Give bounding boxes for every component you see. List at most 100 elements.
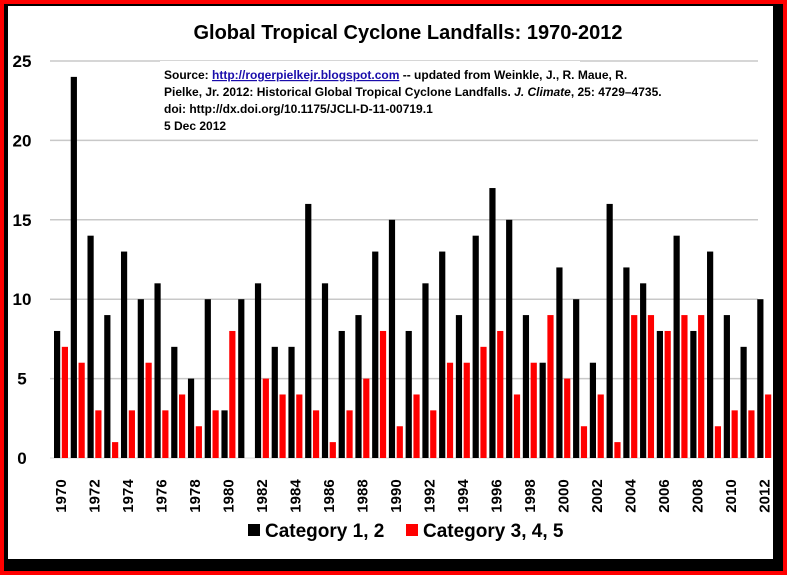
bar-category-3-4-5-1990: [396, 426, 403, 458]
y-tick-label: 25: [13, 52, 32, 71]
bar-category-3-4-5-1978: [195, 426, 202, 458]
x-tick-label: 1978: [187, 479, 204, 512]
x-tick-label: 1998: [522, 479, 539, 512]
bar-category-1-2-2009: [707, 251, 714, 458]
bar-category-3-4-5-1998: [530, 362, 537, 458]
x-tick-label: 1972: [87, 479, 104, 512]
bar-category-3-4-5-1999: [547, 315, 554, 458]
citation-suffix: , 25: 4729–4735.: [571, 85, 662, 99]
x-tick-label: 1992: [422, 479, 439, 512]
citation-prefix: Pielke, Jr. 2012: Historical Global Trop…: [164, 85, 514, 99]
bar-category-3-4-5-1973: [112, 442, 119, 458]
bar-category-1-2-1974: [120, 251, 128, 458]
x-tick-label: 2010: [723, 479, 740, 512]
bar-category-1-2-2004: [623, 267, 630, 458]
bar-category-3-4-5-1984: [296, 394, 303, 458]
source-note: Source: http://rogerpielkejr.blogspot.co…: [160, 61, 662, 136]
x-tick-label: 2012: [756, 479, 773, 512]
x-tick-label: 2004: [623, 479, 640, 513]
x-tick-label: 2000: [556, 479, 573, 512]
source-line-2: Pielke, Jr. 2012: Historical Global Trop…: [164, 85, 662, 99]
x-tick-label: 1974: [120, 479, 137, 513]
bar-category-1-2-1995: [472, 235, 479, 458]
y-tick-label: 10: [13, 290, 32, 309]
bar-category-1-2-1971: [70, 76, 77, 458]
x-tick-label: 2002: [589, 479, 606, 512]
bar-category-1-2-2002: [589, 362, 597, 458]
source-prefix: Source:: [164, 68, 212, 82]
y-tick-label: 15: [13, 211, 32, 230]
bar-category-1-2-2001: [573, 299, 580, 458]
bar-category-3-4-5-2001: [580, 426, 588, 458]
y-tick-label: 5: [17, 370, 26, 389]
bar-category-1-2-2000: [556, 267, 563, 458]
bar-category-1-2-1993: [439, 251, 446, 458]
bar-category-1-2-2003: [606, 203, 613, 458]
bar-category-3-4-5-1991: [413, 394, 420, 458]
bar-category-3-4-5-1977: [179, 394, 186, 458]
bar-category-3-4-5-2002: [597, 394, 604, 458]
bar-category-3-4-5-1974: [128, 410, 135, 458]
bar-category-1-2-1992: [422, 283, 429, 458]
bar-category-3-4-5-2010: [731, 410, 738, 458]
bar-category-1-2-1985: [305, 203, 312, 458]
bar-category-1-2-1975: [137, 299, 144, 458]
source-line-1-suffix: -- updated from Weinkle, J., R. Maue, R.: [399, 68, 627, 82]
legend-label-category-1-2: Category 1, 2: [265, 521, 384, 542]
bar-category-3-4-5-1997: [513, 394, 521, 458]
bar-category-1-2-1986: [321, 283, 329, 458]
bar-category-3-4-5-2004: [631, 315, 638, 458]
bar-category-3-4-5-2011: [748, 410, 755, 458]
source-doi: doi: http://dx.doi.org/10.1175/JCLI-D-11…: [164, 102, 433, 116]
x-tick-label: 1970: [53, 479, 70, 512]
bar-category-3-4-5-1987: [346, 410, 353, 458]
bar-category-3-4-5-1989: [379, 330, 387, 458]
x-tick-label: 1996: [489, 479, 506, 512]
legend-swatch-category-1-2: [248, 524, 260, 536]
bar-category-1-2-1997: [506, 219, 513, 458]
bar-category-3-4-5-2012: [765, 394, 772, 458]
bar-category-1-2-1979: [204, 299, 211, 458]
bar-category-1-2-1999: [539, 362, 546, 458]
source-link[interactable]: http://rogerpielkejr.blogspot.com: [212, 68, 399, 82]
bar-category-1-2-1973: [104, 315, 111, 458]
journal-name: J. Climate: [514, 85, 571, 99]
bar-category-3-4-5-1995: [480, 346, 487, 458]
bar-category-1-2-1998: [522, 315, 530, 458]
x-tick-label: 1976: [154, 479, 171, 512]
bar-category-1-2-1980: [221, 410, 228, 458]
bar-category-3-4-5-1985: [312, 410, 320, 458]
bar-category-3-4-5-1970: [61, 346, 68, 458]
bar-category-3-4-5-1982: [262, 378, 269, 458]
bar-category-3-4-5-2008: [698, 315, 705, 458]
bar-category-3-4-5-2007: [681, 315, 688, 458]
bar-category-3-4-5-1972: [95, 410, 102, 458]
bar-category-3-4-5-1986: [329, 442, 336, 458]
bar-category-1-2-1976: [154, 283, 161, 458]
bar-category-1-2-1991: [405, 330, 412, 458]
bar-category-1-2-1982: [254, 283, 262, 458]
x-tick-label: 1988: [355, 479, 372, 512]
bar-category-1-2-2010: [723, 315, 730, 458]
bar-category-1-2-1990: [388, 219, 396, 458]
bar-category-3-4-5-2003: [614, 442, 621, 458]
bar-category-3-4-5-1975: [145, 362, 152, 458]
legend: Category 1, 2 Category 3, 4, 5: [248, 521, 564, 542]
bar-category-3-4-5-2005: [647, 315, 655, 458]
bar-category-1-2-1983: [271, 346, 278, 458]
chart-title: Global Tropical Cyclone Landfalls: 1970-…: [193, 22, 622, 44]
bar-category-1-2-2007: [673, 235, 680, 458]
bar-category-3-4-5-2006: [664, 330, 671, 458]
source-line-1: Source: http://rogerpielkejr.blogspot.co…: [164, 68, 627, 82]
bar-category-3-4-5-1992: [430, 410, 437, 458]
bar-category-1-2-2006: [656, 330, 663, 458]
bar-category-3-4-5-2009: [714, 426, 722, 458]
bar-category-3-4-5-1996: [497, 330, 504, 458]
bar-category-1-2-1978: [187, 378, 195, 458]
bar-category-3-4-5-1993: [446, 362, 454, 458]
bar-category-1-2-2008: [690, 330, 697, 458]
bar-category-3-4-5-1994: [463, 362, 470, 458]
bar-category-1-2-1977: [171, 346, 178, 458]
bar-category-3-4-5-1976: [162, 410, 169, 458]
